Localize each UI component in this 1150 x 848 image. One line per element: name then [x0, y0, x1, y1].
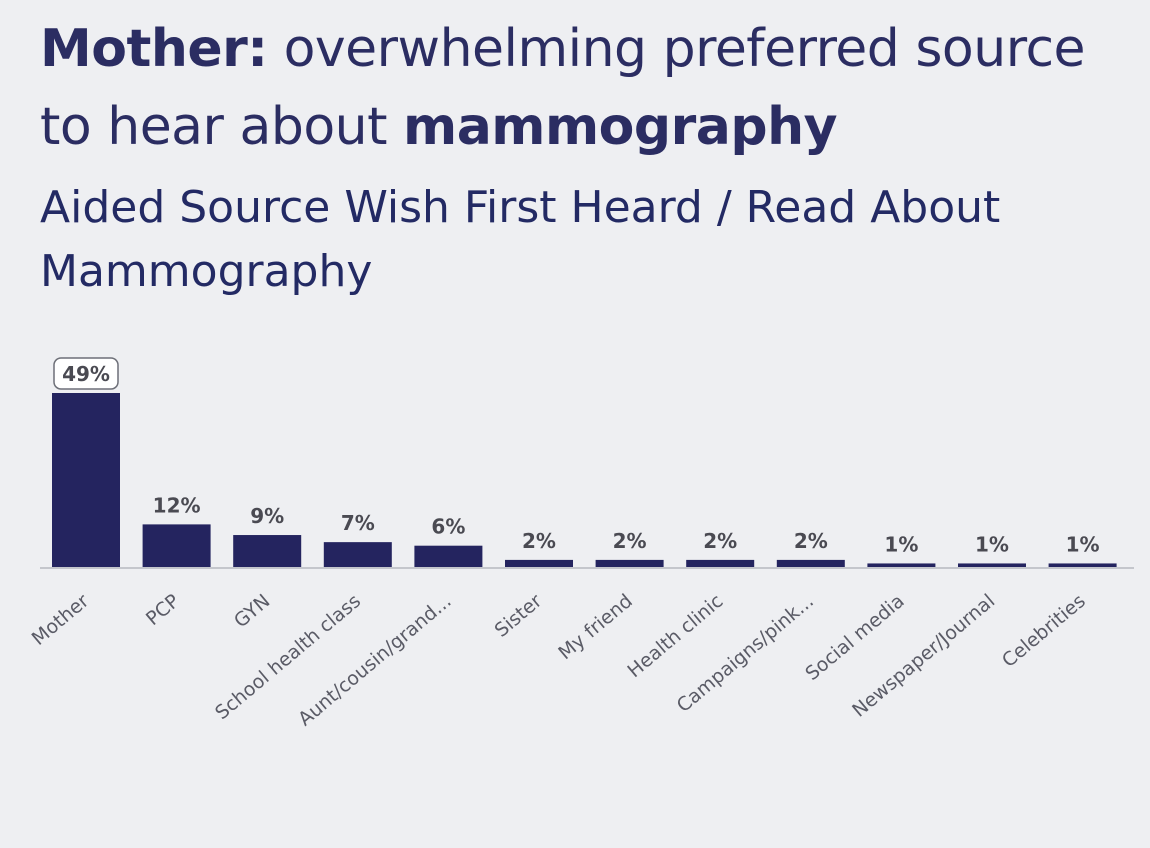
bar-campaigns-pink	[776, 559, 845, 567]
bar-celebrities	[1048, 563, 1117, 567]
bar-health-clinic	[686, 559, 755, 567]
value-label-social-media: 1%	[884, 532, 918, 556]
value-labels: 49% 12% 9% 7% 6% 2% 2% 2% 2% 1% 1% 1%	[53, 357, 1100, 556]
bar-pcp	[142, 524, 211, 567]
category-label-pcp: PCP	[142, 590, 184, 630]
value-label-health-clinic: 2%	[703, 529, 737, 553]
bar-aunt-cousin-grand	[414, 545, 483, 567]
category-label-gyn: GYN	[230, 590, 274, 632]
value-label-campaigns-pink: 2%	[794, 529, 828, 553]
value-label-aunt-cousin-grand: 6%	[431, 515, 465, 539]
bars	[52, 393, 1117, 567]
category-label-aunt-cousin-grand: Aunt/cousin/grand...	[294, 590, 456, 731]
category-label-sister: Sister	[491, 590, 547, 642]
value-callout-box	[53, 357, 119, 390]
chart-subtitle: Aided Source Wish First Heard / Read Abo…	[40, 182, 1001, 297]
category-label-mother: Mother	[28, 590, 94, 650]
value-label-pcp: 12%	[153, 493, 201, 517]
bar-sister	[505, 559, 573, 567]
value-label-school-health-class: 7%	[341, 511, 375, 535]
category-label-celebrities: Celebrities	[998, 590, 1090, 672]
headline: Mother: overwhelming preferred source to…	[40, 10, 1130, 166]
value-label-gyn: 9%	[250, 504, 284, 528]
headline-bold-1: Mother:	[40, 19, 268, 79]
headline-bold-2: mammography	[403, 97, 837, 157]
category-label-my-friend: My friend	[554, 590, 637, 664]
bar-school-health-class	[323, 542, 392, 567]
bar-gyn	[233, 535, 302, 567]
headline-text: overwhelming preferred source to hear ab…	[40, 19, 1086, 157]
value-label-my-friend: 2%	[613, 529, 647, 553]
value-label-mother: 49%	[62, 362, 110, 386]
value-label-sister: 2%	[522, 529, 556, 553]
value-label-celebrities: 1%	[1066, 532, 1100, 556]
value-label-newspaper-journal: 1%	[975, 532, 1009, 556]
bar-my-friend	[595, 559, 664, 567]
bar-mother	[52, 393, 120, 567]
bar-newspaper-journal	[958, 563, 1026, 567]
bar-social-media	[867, 563, 936, 567]
category-label-school-health-class: School health class	[211, 590, 365, 724]
